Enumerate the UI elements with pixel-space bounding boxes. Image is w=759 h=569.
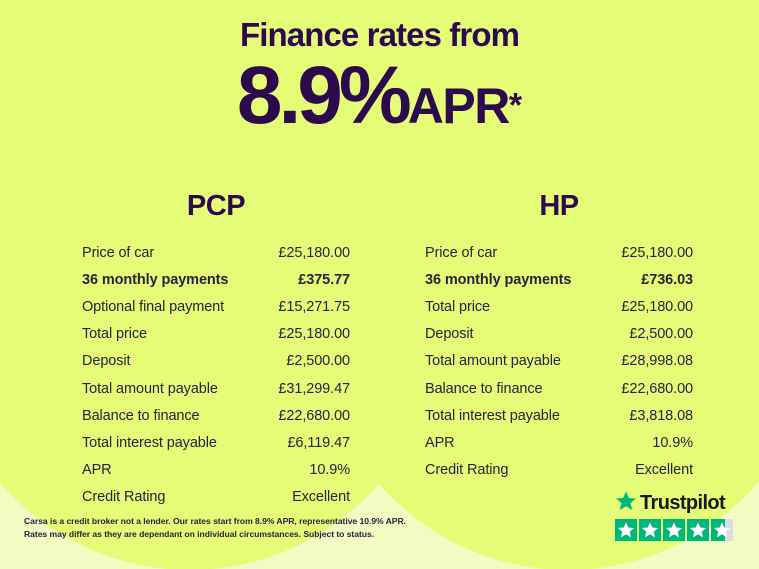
- row-value: £22,680.00: [278, 407, 350, 424]
- finance-rows-pcp: Price of car £25,180.00 36 monthly payment…: [82, 239, 350, 511]
- rate-asterisk: *: [508, 86, 523, 125]
- row-value: £25,180.00: [621, 244, 693, 261]
- disclaimer-line-2: Rates may differ as they are dependant o…: [24, 529, 375, 540]
- row-value: £6,119.47: [287, 434, 350, 451]
- trustpilot-rating[interactable]: Trustpilot: [615, 490, 737, 541]
- row-label: Total price: [82, 326, 147, 343]
- table-row: Total interest payable £3,818.08: [425, 402, 693, 429]
- trustpilot-star-4: [687, 519, 709, 541]
- table-row: 36 monthly payments £375.77: [82, 266, 350, 293]
- table-row: Balance to finance £22,680.00: [425, 375, 693, 402]
- trustpilot-star-3: [663, 519, 685, 541]
- row-label: Total price: [425, 298, 490, 315]
- row-label: Balance to finance: [82, 407, 200, 424]
- trustpilot-stars: [615, 519, 737, 541]
- row-value: £22,680.00: [621, 380, 693, 397]
- table-row: Credit Rating Excellent: [82, 484, 350, 511]
- row-label: Deposit: [82, 353, 131, 370]
- row-label: Total interest payable: [425, 407, 560, 424]
- finance-rows-hp: Price of car £25,180.00 36 monthly payment…: [425, 239, 693, 484]
- row-value: £375.77: [298, 271, 350, 288]
- table-row: Optional final payment £15,271.75: [82, 293, 350, 320]
- row-value: 10.9%: [309, 462, 350, 479]
- headline: Finance rates from 8.9%APR*: [0, 16, 759, 136]
- row-value: 10.9%: [652, 434, 693, 451]
- table-row: Total amount payable £28,998.08: [425, 348, 693, 375]
- row-label: APR: [82, 462, 112, 479]
- table-row: Total price £25,180.00: [82, 321, 350, 348]
- column-title-pcp: PCP: [186, 190, 246, 222]
- rate-headline: 8.9%APR*: [0, 54, 759, 136]
- row-label: Total interest payable: [82, 434, 217, 451]
- row-value: £25,180.00: [621, 298, 693, 315]
- row-value: £28,998.08: [621, 353, 693, 370]
- row-label: Total amount payable: [425, 353, 561, 370]
- row-value: £2,500.00: [629, 326, 693, 343]
- row-value: £736.03: [641, 271, 693, 288]
- table-row: APR 10.9%: [425, 429, 693, 456]
- row-label: 36 monthly payments: [82, 271, 229, 288]
- finance-column-pcp: PCP Price of car £25,180.00 36 monthly pay…: [82, 190, 350, 511]
- row-value: Excellent: [635, 462, 693, 479]
- table-row: Total amount payable £31,299.47: [82, 375, 350, 402]
- row-value: Excellent: [292, 489, 350, 506]
- row-label: Total amount payable: [82, 380, 218, 397]
- row-value: £3,818.08: [629, 407, 693, 424]
- row-label: Price of car: [82, 244, 155, 261]
- trustpilot-wordmark: Trustpilot: [640, 492, 726, 514]
- disclaimer-text: Carsa is a credit broker not a lender. O…: [24, 515, 454, 542]
- table-row: Price of car £25,180.00: [425, 239, 693, 266]
- background-blob-bottom-right: [318, 70, 759, 569]
- trustpilot-star-icon: [615, 490, 637, 517]
- row-label: Credit Rating: [82, 489, 166, 506]
- table-row: Total price £25,180.00: [425, 293, 693, 320]
- trustpilot-star-1: [615, 519, 637, 541]
- row-value: £25,180.00: [278, 326, 350, 343]
- rate-apr-label: APR: [407, 77, 511, 134]
- trustpilot-star-2: [639, 519, 661, 541]
- row-label: Balance to finance: [425, 380, 543, 397]
- table-row: APR 10.9%: [82, 457, 350, 484]
- row-label: Price of car: [425, 244, 498, 261]
- row-value: £15,271.75: [278, 298, 350, 315]
- row-value: £25,180.00: [278, 244, 350, 261]
- finance-column-hp: HP Price of car £25,180.00 36 monthly paym…: [425, 190, 693, 484]
- row-label: APR: [425, 434, 455, 451]
- row-value: £31,299.47: [278, 380, 350, 397]
- row-label: Optional final payment: [82, 298, 225, 315]
- disclaimer-line-1: Carsa is a credit broker not a lender. O…: [24, 516, 406, 526]
- table-row: Price of car £25,180.00: [82, 239, 350, 266]
- table-row: Total interest payable £6,119.47: [82, 429, 350, 456]
- row-value: £2,500.00: [286, 353, 350, 370]
- rate-value: 8.9%: [236, 49, 412, 141]
- table-row: 36 monthly payments £736.03: [425, 266, 693, 293]
- row-label: Deposit: [425, 326, 474, 343]
- table-row: Deposit £2,500.00: [82, 348, 350, 375]
- trustpilot-star-5: [711, 519, 733, 541]
- table-row: Balance to finance £22,680.00: [82, 402, 350, 429]
- page-title: Finance rates from: [239, 16, 520, 53]
- column-title-hp: HP: [539, 190, 579, 222]
- row-label: 36 monthly payments: [425, 271, 572, 288]
- trustpilot-brand: Trustpilot: [615, 490, 737, 517]
- row-label: Credit Rating: [425, 462, 509, 479]
- table-row: Credit Rating Excellent: [425, 457, 693, 484]
- table-row: Deposit £2,500.00: [425, 321, 693, 348]
